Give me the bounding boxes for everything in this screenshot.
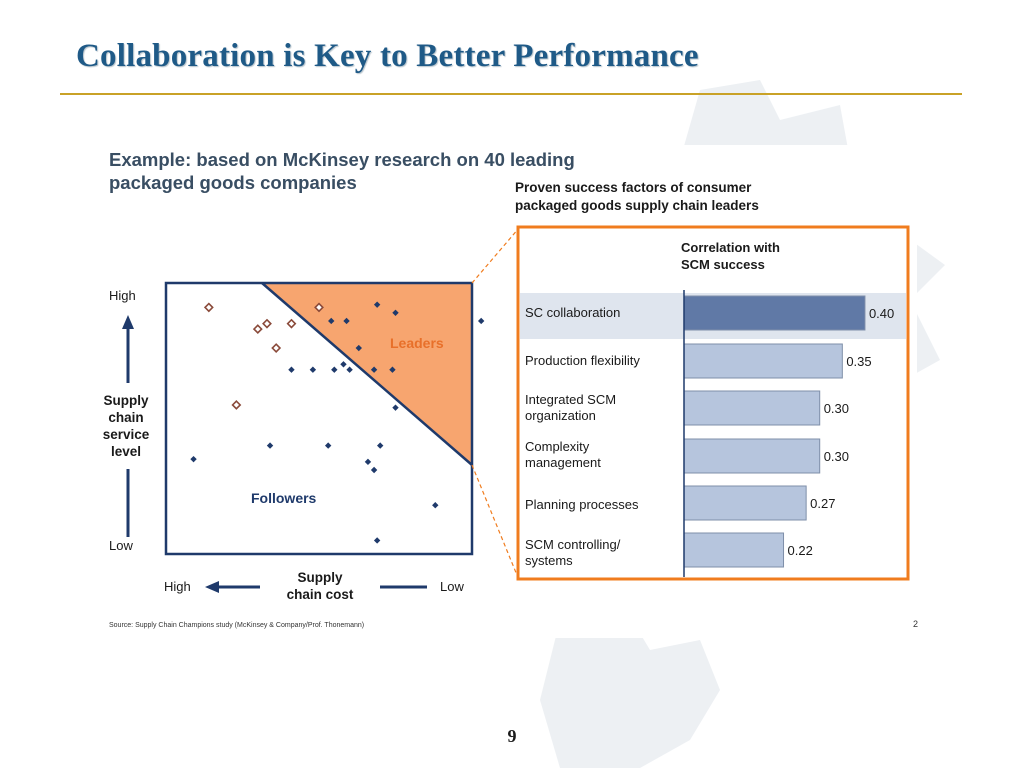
bar-value-label: 0.27 [810,496,835,511]
y-axis-title-line: service [102,427,150,442]
bar-category-line: Planning processes [525,497,639,512]
bar-category-line: Complexity [525,439,590,454]
follower-point [364,458,372,466]
bar-category-line: SC collaboration [525,305,621,320]
panel-heading-line: Example: based on McKinsey research on 4… [109,149,575,170]
leader-point [286,318,297,329]
bar [683,532,785,568]
correlation-header-line: Correlation with [681,240,780,255]
leader-point [262,318,272,329]
panel-heading: Example: based on McKinsey research on 4… [109,148,575,194]
bar-category-label: SC collaboration [525,305,685,321]
y-axis-title-line: chain [108,410,144,425]
follower-point [477,317,485,325]
bar [683,485,807,521]
bar-category-line: Production flexibility [525,353,640,368]
followers-region-label: Followers [251,490,317,506]
bar [683,343,843,379]
leaders-region-label: Leaders [390,335,444,351]
follower-point [343,317,350,325]
follower-point [346,366,353,373]
bar-category-line: Integrated SCM [525,392,617,407]
panel-graphics: 0.40 0.35 0.30 0.30 0.27 0.22 [122,225,910,593]
follower-point [328,317,335,325]
bar-value-label: 0.30 [824,449,849,464]
leader-point [203,302,214,313]
bar-category-label: Production flexibility [525,353,685,369]
panel-page-mark: 2 [913,619,919,629]
leader-point [314,302,324,313]
bar-category-label: SCM controlling/ systems [525,537,685,569]
subheading-line: packaged goods supply chain leaders [515,198,759,213]
follower-point [370,466,378,474]
bar-value-label: 0.22 [788,543,813,558]
bar-value-label: 0.40 [869,306,894,321]
panel-heading-line: packaged goods companies [109,172,357,193]
bar-category-line: systems [525,553,573,568]
y-axis-arrowhead [122,315,134,329]
bar-value-label: 0.30 [824,401,849,416]
bar [683,390,821,426]
y-axis-title-line: Supply [103,393,149,408]
y-axis-title: Supply chain service level [93,392,159,460]
follower-point [288,366,295,373]
bar [683,438,821,474]
y-axis-low-label: Low [109,538,133,553]
x-axis-high-label: High [164,579,191,594]
leader-point [231,400,242,410]
follower-point [324,442,332,449]
bar-category-line: organization [525,408,596,423]
bar-value-label: 0.35 [846,354,871,369]
connector-bottom [471,464,520,581]
follower-point [392,404,399,411]
x-axis-title-line: chain cost [286,587,354,602]
x-axis-low-label: Low [440,579,464,594]
x-axis-title: Supply chain cost [265,569,375,603]
y-axis-high-label: High [109,288,136,303]
y-axis-title-line: level [110,444,142,459]
follower-point [355,344,362,352]
figure-panel: 0.40 0.35 0.30 0.30 0.27 0.22 Example: based … [87,145,919,638]
bar-category-line: management [525,455,601,470]
follower-point [373,537,381,544]
frontier-line [261,282,473,466]
correlation-header-line: SCM success [681,257,765,272]
follower-point [309,366,317,373]
connector-top [471,227,520,284]
slide-title: Collaboration is Key to Better Performan… [76,38,699,74]
correlation-header: Correlation with SCM success [681,239,780,273]
title-rule [60,93,962,95]
follower-point [190,455,197,463]
x-axis-title-line: Supply [297,570,343,585]
follower-point [432,502,439,509]
leader-point [252,324,263,335]
follower-point [340,361,347,368]
bar-category-label: Integrated SCM organization [525,392,685,424]
x-axis-arrowhead [205,581,219,593]
bar-category-label: Complexity management [525,439,685,471]
leader-point [271,343,282,353]
follower-point [266,442,274,449]
follower-point [331,366,338,373]
follower-point [392,309,399,317]
bar-chart-subheading: Proven success factors of consumer packa… [515,179,759,215]
bar [683,295,866,331]
page-number: 9 [507,726,517,746]
bar-category-line: SCM controlling/ [525,537,621,552]
source-note: Source: Supply Chain Champions study (Mc… [109,622,365,629]
follower-point [373,301,381,308]
subheading-line: Proven success factors of consumer [515,180,752,195]
follower-point [377,442,384,449]
scatter-frame [164,281,474,556]
bar-category-label: Planning processes [525,497,685,513]
